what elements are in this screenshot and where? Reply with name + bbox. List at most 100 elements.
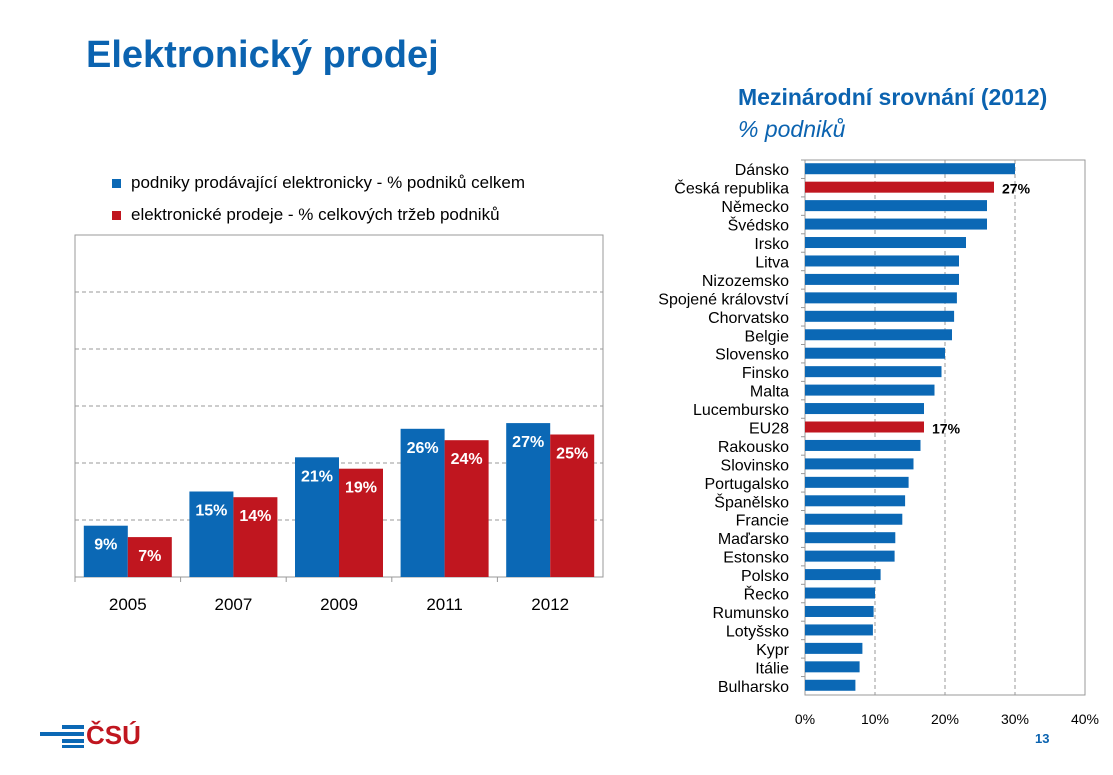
legend-label-red: elektronické prodeje - % celkových tržeb…	[131, 205, 500, 224]
legend-item-blue: podniky prodávající elektronicky - % pod…	[112, 173, 525, 193]
y-tick-label: Itálie	[755, 660, 789, 677]
bar	[805, 605, 874, 617]
bar	[805, 624, 873, 636]
x-tick-label: 20%	[931, 711, 959, 727]
y-tick-label: Kypr	[756, 642, 790, 659]
y-tick-label: Lotyšsko	[726, 623, 789, 640]
data-label: 14%	[239, 508, 271, 525]
left-bar-chart: 2005 9% 7% 2007 15% 14% 2009 21% 19% 2011 26% 24% 20…	[74, 234, 604, 614]
x-tick-label: 2005	[109, 595, 147, 614]
bar	[805, 237, 966, 249]
y-tick-label: Dánsko	[735, 162, 789, 179]
bar	[805, 532, 896, 544]
bar	[805, 476, 909, 488]
bar-highlighted	[805, 421, 924, 433]
x-tick-label: 40%	[1071, 711, 1099, 727]
data-label: 21%	[301, 468, 333, 485]
bar-red	[127, 537, 172, 577]
y-tick-label: Lucembursko	[693, 402, 789, 419]
y-tick-label: Chorvatsko	[708, 310, 789, 327]
y-tick-label: EU28	[749, 421, 789, 438]
y-tick-label: Nizozemsko	[702, 273, 789, 290]
bar	[805, 642, 863, 654]
bar-red	[444, 440, 489, 577]
legend-swatch-blue	[112, 178, 121, 188]
y-tick-label: Slovensko	[715, 347, 789, 364]
x-tick-label: 2007	[214, 595, 252, 614]
csu-logo: ČSÚ	[40, 720, 141, 751]
y-tick-label: Polsko	[741, 568, 789, 585]
right-chart-title: Mezinárodní srovnání (2012)	[738, 84, 1048, 110]
y-tick-label: Švédsko	[728, 216, 789, 235]
bar	[805, 329, 952, 341]
y-tick-label: Irsko	[754, 236, 789, 253]
y-tick-label: Estonsko	[723, 550, 789, 567]
bar	[805, 569, 881, 581]
y-tick-label: Finsko	[742, 365, 789, 382]
bar	[805, 273, 959, 285]
bar	[805, 292, 957, 304]
bar	[805, 218, 987, 230]
legend-swatch-red	[112, 210, 121, 220]
data-label: 7%	[138, 548, 161, 565]
bar-blue	[506, 423, 551, 577]
page-title: Elektronický prodej	[86, 34, 439, 76]
bar	[805, 163, 1015, 175]
x-tick-label: 0%	[795, 711, 815, 727]
bar	[805, 495, 906, 507]
bar-red	[233, 497, 278, 577]
legend-item-red: elektronické prodeje - % celkových tržeb…	[112, 205, 500, 225]
bar	[805, 200, 987, 212]
y-tick-label: Česká republika	[674, 179, 789, 198]
bar	[805, 310, 955, 322]
y-tick-label: Řecko	[744, 585, 789, 604]
right-chart-subtitle: % podniků	[738, 116, 846, 142]
logo-stripes-icon	[40, 724, 84, 748]
data-label: 17%	[932, 421, 961, 437]
bar-blue	[189, 491, 234, 577]
y-tick-label: Portugalsko	[705, 476, 790, 493]
logo-text: ČSÚ	[86, 720, 141, 750]
x-tick-label: 2011	[426, 595, 463, 614]
y-tick-label: Spojené království	[658, 291, 789, 308]
data-label: 15%	[195, 503, 227, 520]
x-tick-label: 10%	[861, 711, 889, 727]
page-number: 13	[1035, 731, 1050, 746]
data-label: 26%	[407, 440, 439, 457]
bar	[805, 587, 875, 599]
y-tick-label: Slovinsko	[721, 457, 790, 474]
bar	[805, 255, 959, 267]
data-label: 27%	[1002, 181, 1031, 197]
bar-blue	[400, 428, 445, 577]
y-tick-label: Bulharsko	[718, 679, 789, 696]
y-tick-label: Španělsko	[714, 492, 789, 511]
bar	[805, 384, 935, 396]
bar-red	[550, 434, 595, 577]
x-tick-label: 30%	[1001, 711, 1029, 727]
bar	[805, 513, 903, 525]
bar-blue	[83, 525, 128, 577]
bar	[805, 550, 895, 562]
data-label: 24%	[451, 451, 483, 468]
data-label: 9%	[94, 537, 117, 554]
bar	[805, 439, 921, 451]
bar	[805, 458, 914, 470]
y-tick-label: Rakousko	[718, 439, 789, 456]
data-label: 25%	[556, 446, 588, 463]
y-tick-label: Malta	[750, 384, 789, 401]
data-label: 27%	[512, 434, 544, 451]
x-tick-label: 2009	[320, 595, 358, 614]
data-label: 19%	[345, 480, 377, 497]
bar-highlighted	[805, 181, 994, 193]
bar-red	[339, 468, 383, 577]
bar	[805, 661, 860, 673]
bar	[805, 347, 945, 359]
bar-blue	[295, 457, 339, 577]
y-tick-label: Litva	[755, 254, 789, 271]
bar	[805, 679, 856, 691]
x-tick-label: 2012	[531, 595, 569, 614]
y-tick-label: Maďarsko	[718, 531, 789, 548]
bar	[805, 403, 924, 415]
